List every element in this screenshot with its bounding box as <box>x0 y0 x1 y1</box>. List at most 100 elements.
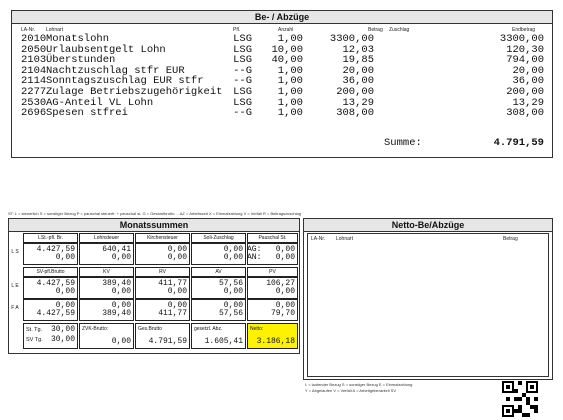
earnings-cell-end: 36,00 <box>512 75 544 88</box>
earnings-row: 2104 Nachtzuschlag stfr EUR --G 1,00 20,00 20… <box>12 66 552 77</box>
sv-header-label: KV <box>103 269 110 275</box>
fa-value-line2: 79,70 <box>270 309 295 318</box>
ls-header-label: Kirchensteuer <box>147 235 178 241</box>
netto-col-betrag: Betrag <box>503 236 518 242</box>
le-value-cell: 4.427,59 0,00 <box>23 277 78 299</box>
col-anzahl: Anzahl <box>278 27 294 33</box>
earnings-cell-nr: 2277 <box>21 86 47 98</box>
earnings-cell-pfl: LSG <box>233 86 252 98</box>
col-betrag: Betrag <box>368 27 383 33</box>
earnings-cell-pfl: LSG <box>233 96 252 109</box>
earnings-cell-end: 13,29 <box>512 96 544 109</box>
side-le: L E <box>11 283 19 289</box>
ls-header-cell: Lohnsteuer <box>79 233 134 243</box>
le-value-line1: 4.427,59 <box>36 279 75 288</box>
earnings-cell-end: 794,00 <box>506 54 544 67</box>
fa-value-cell: 0,00 411,77 <box>135 299 190 321</box>
earnings-cell-betrag: 12,03 <box>342 43 374 56</box>
earnings-row: 2114 Sonntagszuschlag EUR stfr --G 1,00 36,0… <box>12 76 552 87</box>
earnings-cell-nr: 2114 <box>21 75 47 88</box>
earnings-cell-pfl: LSG <box>233 43 252 56</box>
side-ls: L S <box>11 249 19 255</box>
le-value-line1: 411,77 <box>158 279 187 288</box>
earnings-cell-nr: 2530 <box>21 96 47 109</box>
earnings-cell-end: 20,00 <box>512 64 544 77</box>
ls-value-line1: 0,00 <box>167 245 187 254</box>
monatssummen-box: Monatssummen L S L E F A St. Tg. 30,00 S… <box>8 218 300 354</box>
earnings-cell-name: Urlaubsentgelt Lohn <box>46 43 166 56</box>
earnings-cell-betrag: 13,29 <box>342 96 374 109</box>
gesamtbrutto-label: Ges.Brutto <box>138 326 162 332</box>
earnings-cell-anz: 1,00 <box>277 86 303 98</box>
ls-value-line2: AN: 0,00 <box>246 253 295 262</box>
earnings-cell-name: Monatslohn <box>46 33 110 45</box>
earnings-cell-anz: 40,00 <box>271 54 303 67</box>
earnings-cell-pfl: LSG <box>233 33 252 45</box>
ls-header-cell: LSt.-pfl. Br. <box>23 233 78 243</box>
fa-value-line1: 0,00 <box>167 301 187 310</box>
netto-col-lanr: LA-Nr. <box>311 236 326 242</box>
qr-code-icon <box>502 381 538 417</box>
earnings-cell-pfl: --G <box>233 107 252 120</box>
earnings-cell-nr: 2050 <box>21 43 47 56</box>
abzuege-value: 1.605,41 <box>204 337 243 346</box>
le-value-line1: 106,27 <box>266 279 295 288</box>
netto-value: 3.186,18 <box>256 337 295 346</box>
col-lanr: LA-Nr. <box>21 27 36 33</box>
abzuege-cell: gesetzl. Abz. 1.605,41 <box>191 323 246 349</box>
earnings-row: 2277 Zulage Betriebszugehörigkeit LSG 1,00 2… <box>12 87 552 98</box>
le-value-cell: 106,27 0,00 <box>247 277 298 299</box>
earnings-row: 2530 AG-Anteil VL Lohn LSG 1,00 13,29 13,29 <box>12 96 552 109</box>
fa-value-cell: 0,00 79,70 <box>247 299 298 321</box>
fa-value-line2: 4.427,59 <box>36 309 75 318</box>
ls-header-label: Pauschal St. <box>258 235 287 241</box>
col-pfl: Pfl. <box>233 27 241 33</box>
earnings-table: Be- / Abzüge LA-Nr. Lohnart Pfl. Anzahl … <box>11 10 553 158</box>
ls-value-line1: 0,00 <box>223 245 243 254</box>
earnings-cell-pfl: --G <box>233 64 252 77</box>
earnings-cell-name: Überstunden <box>46 54 116 67</box>
zvk-label: ZVK-Brutto: <box>82 326 109 332</box>
ls-header-label: Lohnsteuer <box>93 235 120 241</box>
netto-label: Netto: <box>250 326 264 332</box>
le-value-line2: 0,00 <box>275 287 295 296</box>
le-value-line2: 0,00 <box>167 287 187 296</box>
gesamtbrutto-cell: Ges.Brutto 4.791,59 <box>135 323 190 349</box>
ls-value-line1: 640,41 <box>102 245 131 254</box>
le-value-cell: 389,40 0,00 <box>79 277 134 299</box>
ls-value-line2: 0,00 <box>55 253 75 262</box>
earnings-cell-end: 120,30 <box>506 43 544 56</box>
earnings-cell-name: Zulage Betriebszugehörigkeit <box>46 86 223 98</box>
earnings-cell-anz: 1,00 <box>277 33 303 45</box>
earnings-title: Be- / Abzüge <box>11 10 553 24</box>
earnings-cell-anz: 1,00 <box>277 107 303 120</box>
ls-value-line1: AG: 0,00 <box>246 245 295 254</box>
earnings-row: 2010 Monatslohn LSG 1,00 3300,00 3300,00 <box>12 34 552 45</box>
le-value-cell: 57,56 0,00 <box>191 277 246 299</box>
netto-abzuege-inner: LA-Nr. Lohnart Betrag <box>307 233 549 377</box>
sv-header-cell: AV <box>191 267 246 277</box>
ls-header-cell: Pauschal St. <box>247 233 298 243</box>
earnings-cell-name: Spesen stfrei <box>46 107 128 120</box>
fa-value-line2: 411,77 <box>158 309 187 318</box>
le-value-line1: 57,56 <box>218 279 243 288</box>
netto-col-lohnart: Lohnart <box>336 236 353 242</box>
fa-value-line2: 57,56 <box>218 309 243 318</box>
netto-abzuege-box: Netto-Be/Abzüge LA-Nr. Lohnart Betrag <box>303 218 553 380</box>
zvk-value: 0,00 <box>111 337 131 346</box>
fa-value-cell: 0,00 57,56 <box>191 299 246 321</box>
le-value-cell: 411,77 0,00 <box>135 277 190 299</box>
col-endbetrag: Endbetrag <box>512 27 536 33</box>
ls-header-label: LSt.-pfl. Br. <box>38 235 63 241</box>
earnings-cell-end: 308,00 <box>506 107 544 120</box>
fa-value-line1: 0,00 <box>111 301 131 310</box>
le-value-line1: 389,40 <box>102 279 131 288</box>
earnings-cell-nr: 2010 <box>21 33 47 45</box>
earnings-cell-nr: 2696 <box>21 107 47 120</box>
earnings-cell-end: 3300,00 <box>499 33 544 45</box>
earnings-cell-betrag: 36,00 <box>342 75 374 88</box>
earnings-cell-pfl: --G <box>233 75 252 88</box>
monatssummen-title: Monatssummen <box>8 218 300 232</box>
ls-value-line2: 0,00 <box>167 253 187 262</box>
ls-value-cell: 0,00 0,00 <box>135 243 190 265</box>
